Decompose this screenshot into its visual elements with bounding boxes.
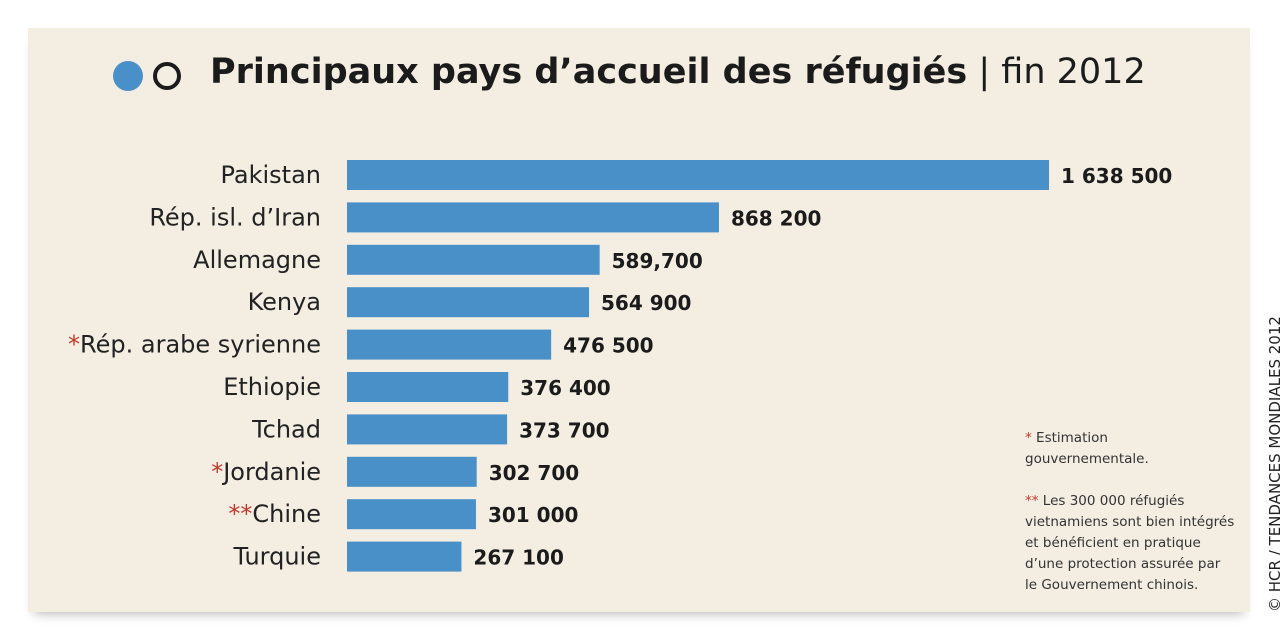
footnote-2-text: Les 300 000 réfugiés vietnamiens sont bi… bbox=[1025, 493, 1235, 593]
footnote-2: ** Les 300 000 réfugiés vietnamiens sont… bbox=[1025, 491, 1235, 596]
value-label: 564 900 bbox=[601, 291, 691, 315]
bar bbox=[347, 287, 590, 318]
footnote-1-text: Estimation gouvernementale. bbox=[1025, 430, 1149, 467]
bar bbox=[347, 456, 477, 487]
category-label: *Rép. arabe syrienne bbox=[68, 331, 321, 359]
category-label: Rép. isl. d’Iran bbox=[149, 203, 321, 231]
bar bbox=[347, 541, 462, 572]
category-label: *Jordanie bbox=[211, 458, 321, 486]
bar bbox=[347, 244, 600, 275]
value-label: 302 700 bbox=[489, 461, 579, 485]
category-label: Ethiopie bbox=[223, 373, 321, 401]
bar bbox=[347, 329, 552, 360]
bar bbox=[347, 202, 719, 233]
value-label: 376 400 bbox=[520, 376, 610, 400]
category-mark: * bbox=[68, 331, 80, 359]
category-label: Kenya bbox=[248, 288, 321, 316]
bar bbox=[347, 160, 1049, 190]
category-label: Pakistan bbox=[221, 161, 322, 189]
category-mark: ** bbox=[228, 500, 252, 528]
logo-circles-icon bbox=[113, 61, 181, 91]
chart-panel bbox=[28, 28, 1250, 612]
title-separator: | bbox=[978, 52, 991, 92]
chart-title: Principaux pays d’accueil des réfugiés |… bbox=[210, 52, 1146, 92]
value-label: 301 000 bbox=[488, 503, 578, 527]
copyright-credit: © HCR / TENDANCES MONDIALES 2012 bbox=[1266, 316, 1280, 612]
footnotes: * Estimation gouvernementale. ** Les 300… bbox=[1025, 428, 1235, 596]
value-label: 373 700 bbox=[519, 418, 609, 442]
footnote-1-mark: * bbox=[1025, 430, 1032, 446]
bar bbox=[347, 499, 476, 530]
category-label: Turquie bbox=[232, 543, 321, 571]
value-label: 1 638 500 bbox=[1061, 164, 1172, 188]
footnote-2-mark: ** bbox=[1025, 493, 1039, 509]
footnote-1: * Estimation gouvernementale. bbox=[1025, 428, 1235, 470]
value-label: 476 500 bbox=[563, 334, 653, 358]
category-mark: * bbox=[211, 458, 223, 486]
category-label: Tchad bbox=[251, 415, 321, 443]
bar bbox=[347, 372, 509, 402]
value-label: 868 200 bbox=[731, 206, 821, 230]
category-label: Allemagne bbox=[193, 246, 321, 274]
value-label: 589,700 bbox=[612, 249, 703, 273]
value-label: 267 100 bbox=[473, 546, 563, 570]
title-main: Principaux pays d’accueil des réfugiés bbox=[210, 52, 968, 92]
title-suffix: fin 2012 bbox=[1001, 52, 1146, 92]
category-label: **Chine bbox=[228, 500, 321, 528]
bar bbox=[347, 414, 508, 445]
